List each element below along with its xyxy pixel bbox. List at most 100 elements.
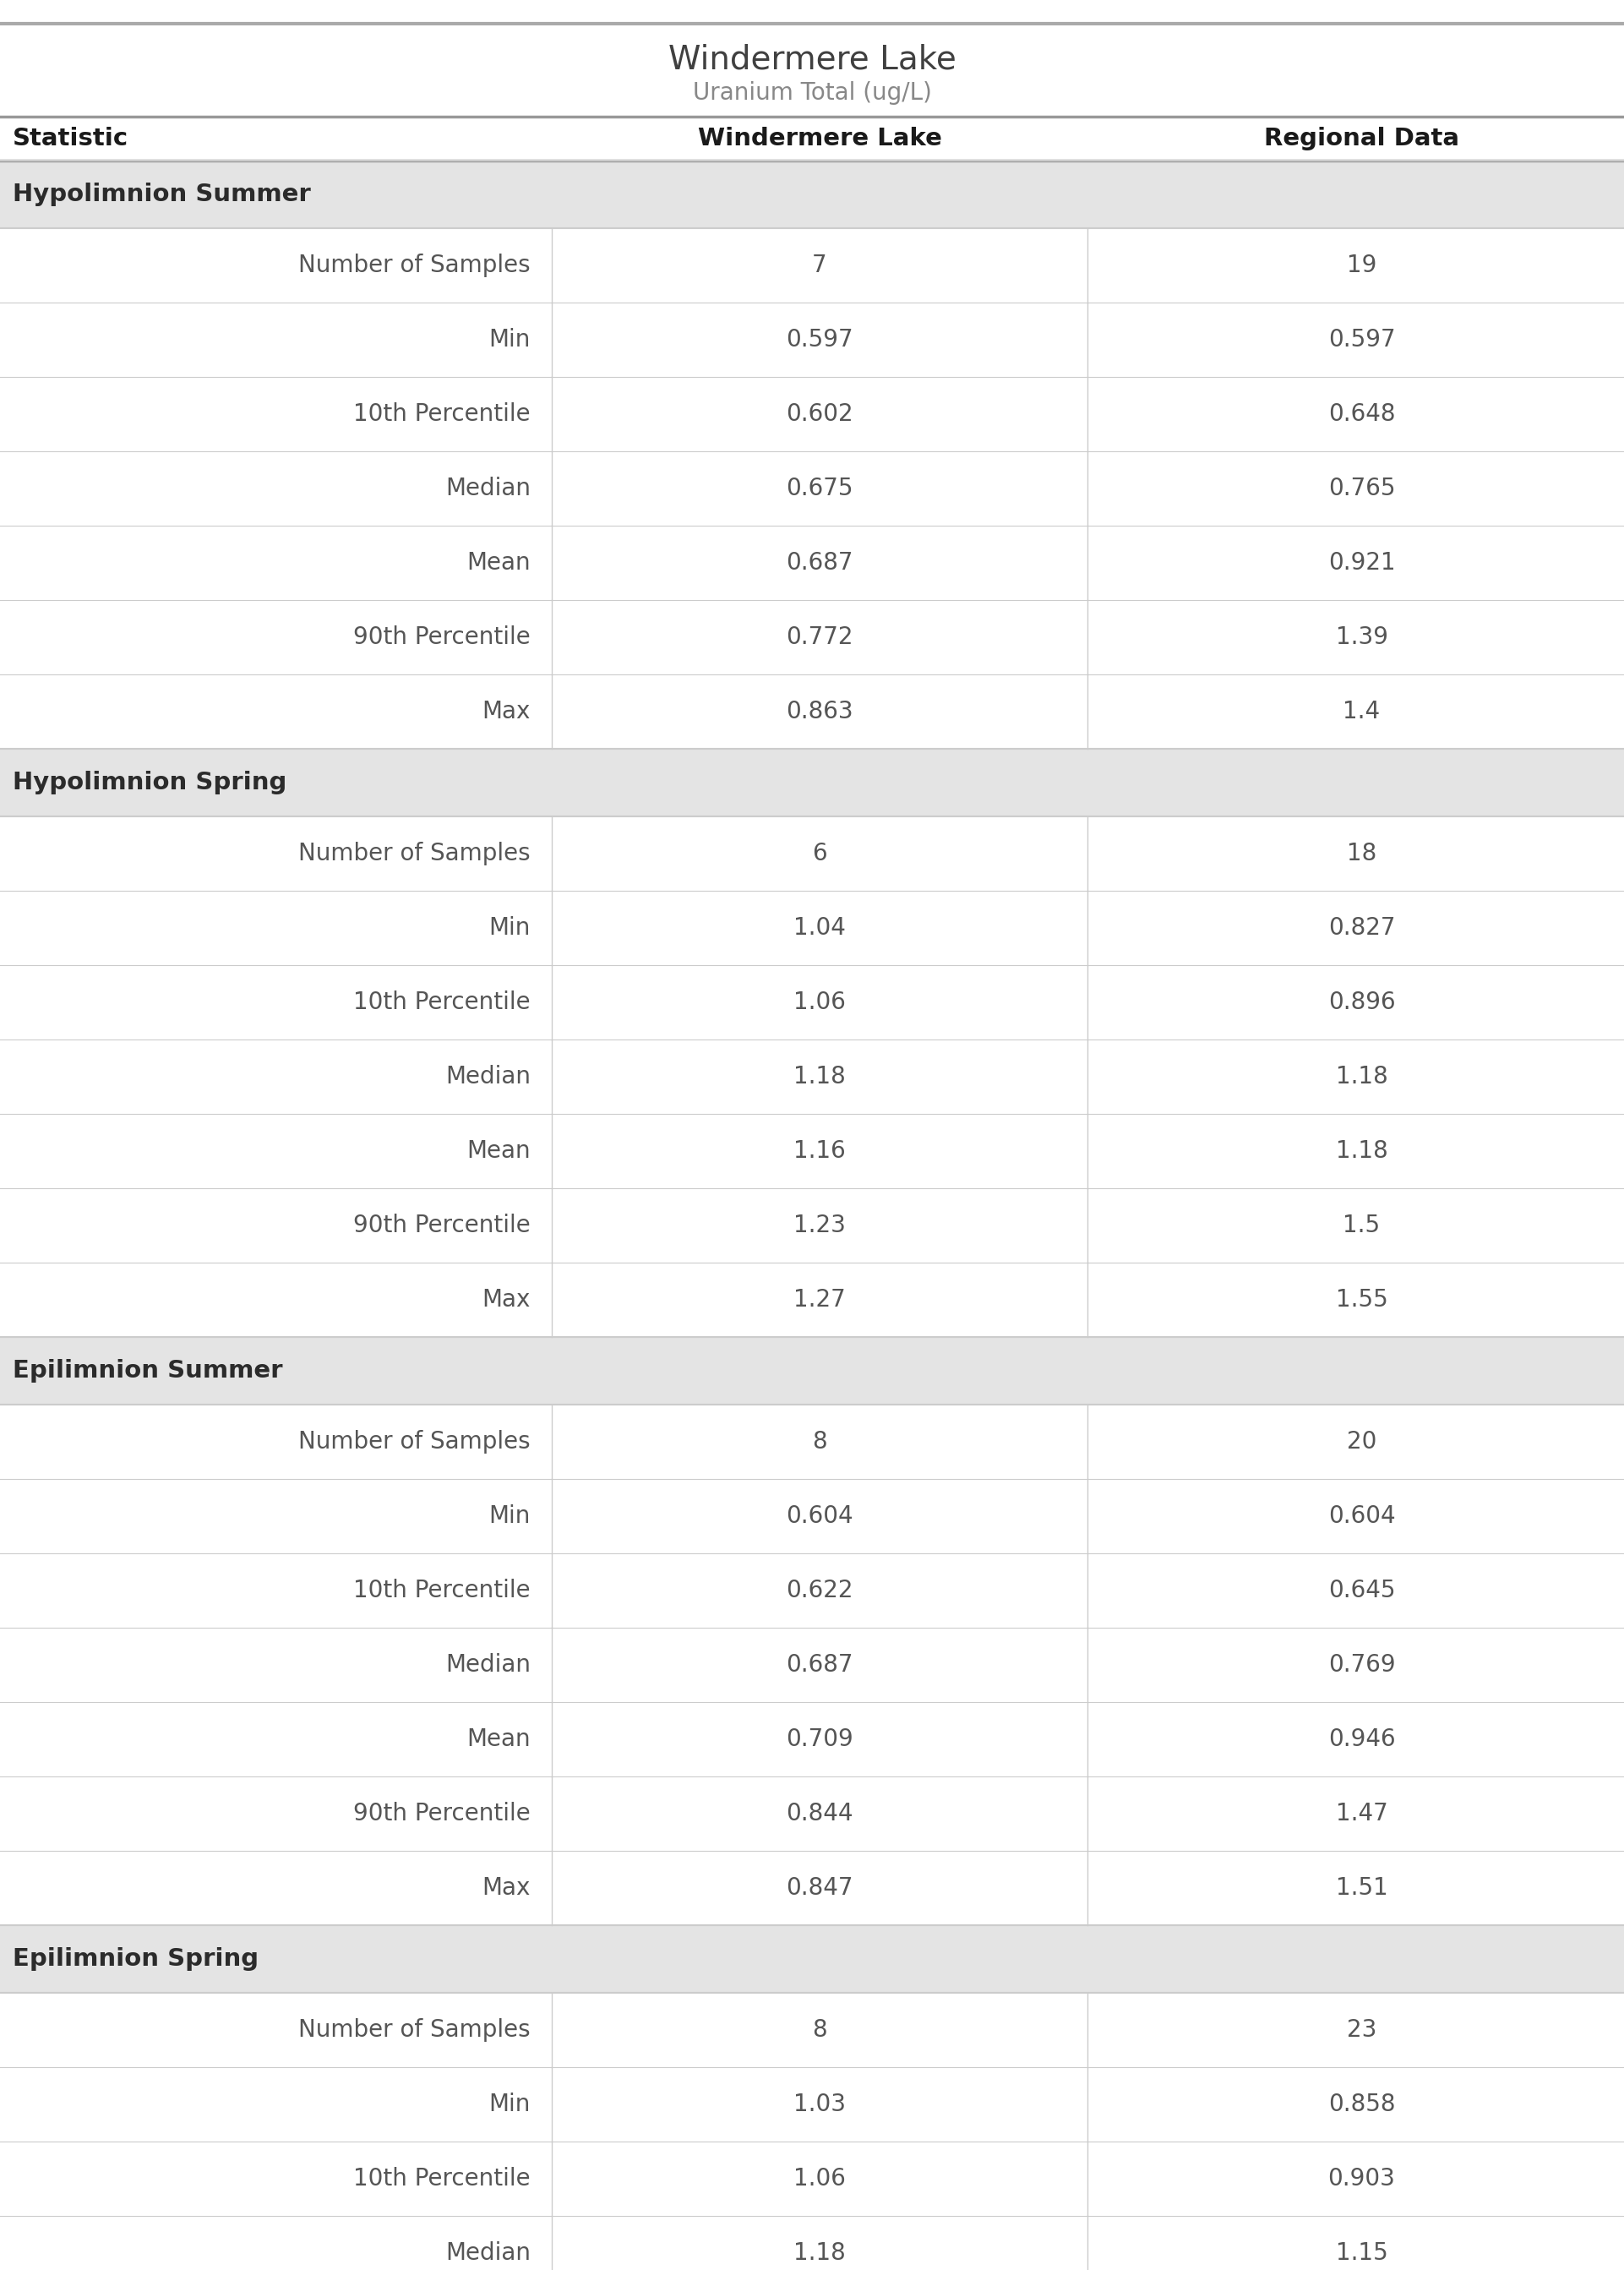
Text: 0.675: 0.675 — [786, 477, 853, 499]
Text: 1.5: 1.5 — [1343, 1214, 1380, 1237]
Text: 1.18: 1.18 — [794, 1065, 846, 1090]
Text: Number of Samples: Number of Samples — [299, 2018, 531, 2041]
Text: Number of Samples: Number of Samples — [299, 1430, 531, 1453]
Text: Max: Max — [482, 1877, 531, 1900]
Text: 8: 8 — [812, 1430, 827, 1453]
Text: 0.847: 0.847 — [786, 1877, 853, 1900]
Text: 0.921: 0.921 — [1328, 552, 1395, 574]
Text: Number of Samples: Number of Samples — [299, 254, 531, 277]
Text: 0.896: 0.896 — [1328, 990, 1395, 1015]
Text: Statistic: Statistic — [13, 127, 128, 150]
Text: 0.863: 0.863 — [786, 699, 853, 724]
Text: 0.622: 0.622 — [786, 1578, 853, 1603]
Text: 0.827: 0.827 — [1328, 917, 1395, 940]
Text: Windermere Lake: Windermere Lake — [698, 127, 942, 150]
Text: Min: Min — [489, 2093, 531, 2116]
Text: 0.597: 0.597 — [1328, 327, 1395, 352]
Text: 0.687: 0.687 — [786, 1653, 853, 1678]
Bar — [0, 2216, 1624, 2270]
Text: Windermere Lake: Windermere Lake — [667, 43, 957, 75]
Bar — [0, 377, 1624, 452]
Bar — [0, 1405, 1624, 1480]
Bar — [0, 1262, 1624, 1337]
Text: Median: Median — [445, 1653, 531, 1678]
Text: 0.604: 0.604 — [786, 1505, 853, 1528]
Text: 6: 6 — [812, 842, 827, 865]
Text: 0.765: 0.765 — [1328, 477, 1395, 499]
Bar — [0, 1115, 1624, 1187]
Bar — [0, 1777, 1624, 1850]
Text: 7: 7 — [812, 254, 827, 277]
Bar — [0, 1187, 1624, 1262]
Bar — [0, 817, 1624, 890]
Bar — [0, 1925, 1624, 1993]
Text: 0.769: 0.769 — [1328, 1653, 1395, 1678]
Text: Min: Min — [489, 1505, 531, 1528]
Text: 1.03: 1.03 — [794, 2093, 846, 2116]
Bar — [0, 2068, 1624, 2141]
Text: Max: Max — [482, 1287, 531, 1312]
Bar — [0, 452, 1624, 527]
Text: 0.645: 0.645 — [1328, 1578, 1395, 1603]
Bar — [0, 965, 1624, 1040]
Bar — [0, 116, 1624, 161]
Bar — [0, 161, 1624, 229]
Text: Number of Samples: Number of Samples — [299, 842, 531, 865]
Text: 0.903: 0.903 — [1328, 2168, 1395, 2191]
Text: 0.946: 0.946 — [1328, 1727, 1395, 1750]
Text: Regional Data: Regional Data — [1263, 127, 1460, 150]
Text: 19: 19 — [1346, 254, 1377, 277]
Bar — [0, 599, 1624, 674]
Text: 1.06: 1.06 — [794, 2168, 846, 2191]
Text: 1.47: 1.47 — [1335, 1802, 1389, 1825]
Bar — [0, 890, 1624, 965]
Text: Epilimnion Spring: Epilimnion Spring — [13, 1948, 258, 1970]
Text: 0.604: 0.604 — [1328, 1505, 1395, 1528]
Text: 0.844: 0.844 — [786, 1802, 853, 1825]
Text: 90th Percentile: 90th Percentile — [354, 627, 531, 649]
Text: Median: Median — [445, 1065, 531, 1090]
Text: 1.15: 1.15 — [1335, 2240, 1389, 2265]
Text: 1.4: 1.4 — [1343, 699, 1380, 724]
Text: 1.06: 1.06 — [794, 990, 846, 1015]
Text: 10th Percentile: 10th Percentile — [354, 1578, 531, 1603]
Text: 1.18: 1.18 — [1335, 1065, 1389, 1090]
Text: Min: Min — [489, 917, 531, 940]
Text: 0.709: 0.709 — [786, 1727, 853, 1750]
Text: 1.51: 1.51 — [1335, 1877, 1389, 1900]
Bar — [0, 1993, 1624, 2068]
Bar — [0, 1337, 1624, 1405]
Bar — [0, 1480, 1624, 1553]
Bar — [0, 302, 1624, 377]
Text: 18: 18 — [1346, 842, 1377, 865]
Text: 10th Percentile: 10th Percentile — [354, 990, 531, 1015]
Bar — [0, 1553, 1624, 1628]
Text: 1.55: 1.55 — [1335, 1287, 1389, 1312]
Bar — [0, 749, 1624, 817]
Text: 0.687: 0.687 — [786, 552, 853, 574]
Text: Min: Min — [489, 327, 531, 352]
Text: Mean: Mean — [466, 1727, 531, 1750]
Text: Median: Median — [445, 477, 531, 499]
Text: 1.27: 1.27 — [794, 1287, 846, 1312]
Text: 1.04: 1.04 — [794, 917, 846, 940]
Bar — [0, 1628, 1624, 1702]
Text: Hypolimnion Spring: Hypolimnion Spring — [13, 772, 287, 794]
Text: Mean: Mean — [466, 552, 531, 574]
Text: 1.18: 1.18 — [794, 2240, 846, 2265]
Text: 8: 8 — [812, 2018, 827, 2041]
Bar — [0, 229, 1624, 302]
Bar — [0, 2141, 1624, 2216]
Text: Mean: Mean — [466, 1140, 531, 1162]
Text: 1.39: 1.39 — [1335, 627, 1389, 649]
Text: 0.602: 0.602 — [786, 402, 853, 427]
Text: Max: Max — [482, 699, 531, 724]
Text: Hypolimnion Summer: Hypolimnion Summer — [13, 182, 310, 207]
Text: 1.18: 1.18 — [1335, 1140, 1389, 1162]
Text: Uranium Total (ug/L): Uranium Total (ug/L) — [692, 82, 932, 104]
Text: 90th Percentile: 90th Percentile — [354, 1802, 531, 1825]
Text: 90th Percentile: 90th Percentile — [354, 1214, 531, 1237]
Bar — [0, 1850, 1624, 1925]
Bar — [0, 1040, 1624, 1115]
Text: 23: 23 — [1346, 2018, 1377, 2041]
